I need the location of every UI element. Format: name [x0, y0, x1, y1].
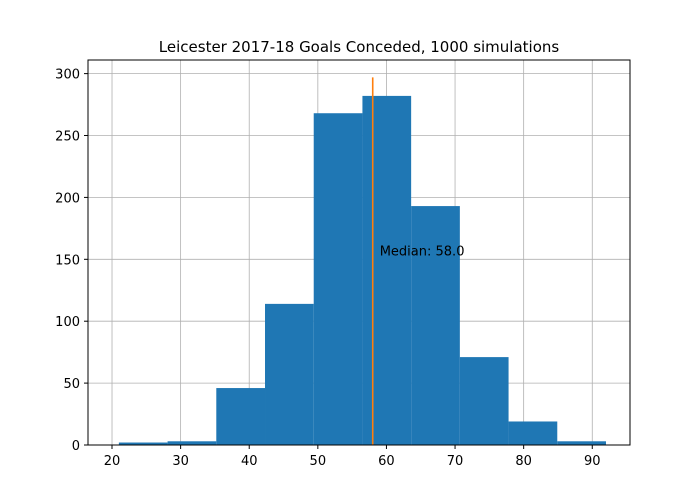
median-layer: Median: 58.0 — [371, 77, 465, 445]
x-tick-label: 20 — [104, 454, 121, 469]
histogram-bar — [557, 441, 606, 445]
histogram-bar — [459, 357, 509, 445]
x-tick-label: 60 — [378, 454, 395, 469]
histogram-bar — [118, 442, 168, 445]
bars-layer — [118, 95, 606, 446]
y-tick-label: 100 — [55, 315, 80, 330]
y-tick-label: 50 — [63, 377, 80, 392]
chart-title: Leicester 2017-18 Goals Conceded, 1000 s… — [159, 38, 560, 56]
histogram-bar — [265, 303, 314, 445]
y-tick-label: 250 — [55, 130, 80, 145]
plot-frame — [87, 59, 631, 446]
median-label: Median: 58.0 — [380, 245, 465, 260]
histogram-bar — [313, 113, 363, 446]
y-tick-label: 200 — [55, 191, 80, 206]
x-tick-label: 90 — [584, 454, 601, 469]
histogram-bar — [508, 421, 558, 445]
histogram-bar — [362, 95, 412, 445]
x-tick-label: 50 — [310, 454, 327, 469]
x-tick-label: 70 — [447, 454, 464, 469]
x-tick-label: 40 — [241, 454, 258, 469]
histogram-bar — [411, 206, 460, 445]
x-tick-label: 80 — [515, 454, 532, 469]
y-tick-label: 0 — [72, 439, 80, 454]
axes-layer: 20 30 40 50 60 70 80 90 0 50 100 150 200 250 300 — [55, 59, 631, 469]
histogram-bar — [216, 388, 266, 445]
y-tick-label: 300 — [55, 68, 80, 83]
y-tick-label: 150 — [55, 253, 80, 268]
histogram-bar — [167, 441, 217, 445]
x-tick-label: 30 — [172, 454, 189, 469]
